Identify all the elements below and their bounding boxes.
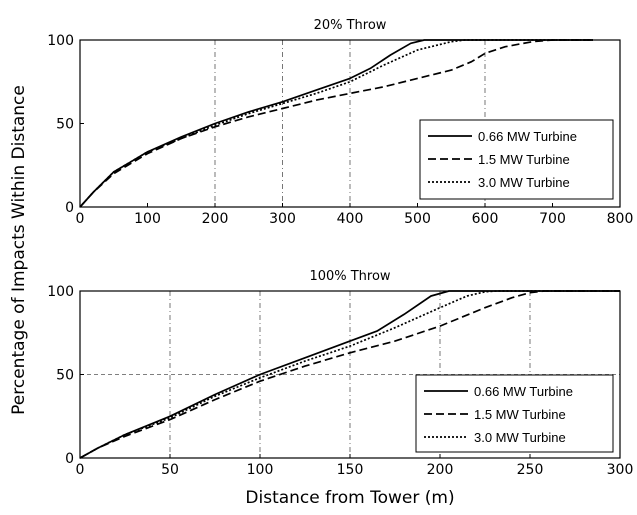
legend-label: 1.5 MW Turbine bbox=[474, 407, 566, 422]
y-tick-label: 100 bbox=[47, 33, 74, 49]
y-tick-label: 50 bbox=[56, 368, 74, 384]
panel-100-percent-throw: 100% Throw 0 50 100 150 200 250 300 0 50 100 0.66 M… bbox=[47, 269, 633, 478]
y-tick-label: 0 bbox=[65, 200, 74, 216]
x-tick-label: 150 bbox=[337, 462, 364, 478]
legend-label: 0.66 MW Turbine bbox=[478, 129, 577, 144]
x-tick-label: 0 bbox=[76, 462, 85, 478]
legend-label: 3.0 MW Turbine bbox=[474, 430, 566, 445]
y-tick-label: 100 bbox=[47, 284, 74, 300]
x-tick-label: 300 bbox=[607, 462, 634, 478]
plot-frame bbox=[79, 39, 621, 208]
legend-label: 0.66 MW Turbine bbox=[474, 384, 573, 399]
y-tick-label: 0 bbox=[65, 451, 74, 467]
panel-title: 20% Throw bbox=[314, 18, 387, 33]
series-line-dotted bbox=[79, 39, 593, 208]
x-tick-label: 700 bbox=[539, 211, 566, 227]
x-tick-label: 250 bbox=[517, 462, 544, 478]
figure-ylabel: Percentage of Impacts Within Distance bbox=[9, 85, 29, 415]
x-tick-label: 100 bbox=[247, 462, 274, 478]
legend: 0.66 MW Turbine 1.5 MW Turbine 3.0 MW Turb… bbox=[415, 374, 614, 453]
x-tick-label: 800 bbox=[607, 211, 634, 227]
panel-20-percent-throw: 20% Throw 0 100 200 300 400 500 600 700 800 0 50 100… bbox=[47, 18, 633, 227]
x-tick-label: 200 bbox=[427, 462, 454, 478]
legend-label: 3.0 MW Turbine bbox=[478, 175, 570, 190]
panel-title: 100% Throw bbox=[309, 269, 390, 284]
x-tick-label: 100 bbox=[134, 211, 161, 227]
figure-xlabel: Distance from Tower (m) bbox=[245, 488, 454, 508]
legend: 0.66 MW Turbine 1.5 MW Turbine 3.0 MW Turb… bbox=[419, 119, 614, 200]
plot-frame bbox=[79, 290, 621, 459]
y-tick-label: 50 bbox=[56, 117, 74, 133]
legend-label: 1.5 MW Turbine bbox=[478, 152, 570, 167]
x-tick-label: 50 bbox=[161, 462, 179, 478]
x-tick-label: 500 bbox=[404, 211, 431, 227]
x-tick-label: 0 bbox=[76, 211, 85, 227]
series-line-dotted bbox=[79, 290, 620, 459]
x-tick-label: 400 bbox=[337, 211, 364, 227]
x-tick-label: 600 bbox=[472, 211, 499, 227]
series-line-dashed bbox=[79, 290, 620, 459]
x-tick-label: 300 bbox=[269, 211, 296, 227]
x-tick-label: 200 bbox=[202, 211, 229, 227]
series-line-dashed bbox=[79, 39, 593, 208]
